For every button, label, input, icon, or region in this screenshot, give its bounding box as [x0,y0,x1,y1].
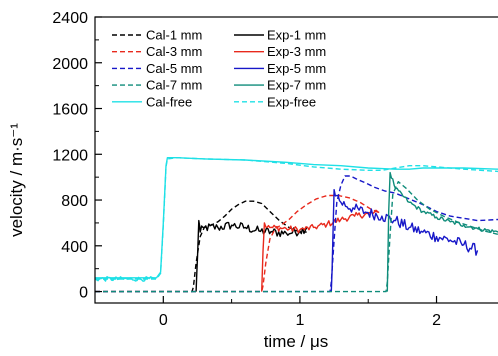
axes-layer [94,16,498,304]
legend-label: Cal-5 mm [146,61,202,76]
y-tick-label: 2000 [52,56,88,73]
series-line-cal-1-mm [95,200,307,293]
series-line-exp-7-mm [386,171,498,292]
legend-label: Cal-3 mm [146,44,202,59]
y-axis-title: velocity / m·s⁻¹ [7,123,26,237]
series-line-cal-5-mm [95,175,498,293]
tick-label-layer: 0 400 800 1200 1600 2000 2400 0 1 2 [52,10,441,329]
series-line-exp-free [95,157,498,280]
series-line-exp-5-mm [330,189,479,292]
y-tick-label: 800 [61,193,88,210]
y-tick-label: 1200 [52,147,88,164]
series-layer [95,157,498,293]
legend-label: Exp-3 mm [267,44,326,59]
y-tick-label: 1600 [52,102,88,119]
y-tick-label: 400 [61,239,88,256]
legend-label: Cal-1 mm [146,28,202,43]
series-line-exp-free-noise [95,276,156,282]
y-tick-label: 2400 [52,10,88,27]
x-tick-label: 2 [432,312,441,329]
plot-frame [94,16,498,304]
x-tick-label: 1 [295,312,304,329]
x-axis-title: time / μs [264,332,329,351]
legend-label: Exp-free [267,94,316,109]
series-line-exp-3-mm [261,209,380,292]
legend-label: Exp-7 mm [267,78,326,93]
x-tick-label: 0 [159,312,168,329]
y-tick-label: 0 [79,285,88,302]
legend-label: Exp-5 mm [267,61,326,76]
series-line-exp-1-mm [195,219,308,292]
legend-label: Cal-7 mm [146,78,202,93]
series-line-cal-3-mm [95,194,380,293]
legend-label: Exp-1 mm [267,28,326,43]
legend-label: Cal-free [146,94,192,109]
